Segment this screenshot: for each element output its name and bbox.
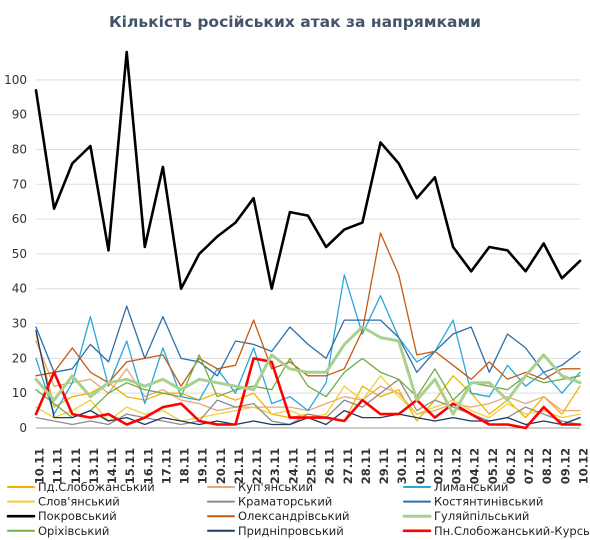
series-line-8 — [34, 325, 582, 416]
grid — [36, 79, 580, 429]
series-line-6 — [34, 50, 582, 291]
legend-label: Покровський — [38, 509, 117, 523]
x-tick-label: 24.11 — [286, 448, 300, 484]
legend-label: Гуляйпільський — [434, 509, 529, 523]
x-tick-label: 11.11 — [51, 448, 65, 484]
legend-label: Куп'янський — [238, 480, 313, 494]
y-tick-label: 80 — [12, 142, 27, 156]
x-tick-label: 09.12 — [558, 448, 572, 484]
x-tick-label: 27.11 — [341, 448, 355, 484]
x-tick-label: 16.11 — [141, 448, 155, 484]
x-tick-label: 18.11 — [178, 448, 192, 484]
series-line-2 — [35, 274, 581, 415]
legend-item: Оріхівський — [7, 524, 109, 538]
x-tick-label: 05.12 — [486, 448, 500, 484]
y-tick-label: 40 — [12, 282, 27, 296]
legend-item: Лиманський — [403, 480, 508, 494]
series-line-5 — [35, 305, 581, 377]
series-line-7 — [35, 232, 581, 387]
legend-item: Олександрівський — [207, 509, 350, 523]
x-tick-label: 23.11 — [268, 448, 282, 484]
legend-label: Слов'янський — [38, 495, 120, 509]
series-line-9 — [35, 354, 581, 419]
x-tick-label: 25.11 — [305, 448, 319, 484]
x-tick-label: 26.11 — [323, 448, 337, 484]
legend-item: Придніпровський — [207, 524, 344, 538]
x-tick-label: 19.11 — [196, 448, 210, 484]
series-lines — [34, 50, 582, 430]
x-tick-label: 12.11 — [69, 448, 83, 484]
legend-label: Олександрівський — [238, 509, 350, 523]
legend: Пд.Слобожанський Куп'янський Лиманський Сло… — [6, 480, 590, 538]
x-tick-label: 02.12 — [431, 448, 445, 484]
y-tick-label: 90 — [12, 108, 27, 122]
x-tick-label: 30.11 — [395, 448, 409, 484]
legend-item: Покровський — [6, 509, 117, 523]
x-tick-label: 01.12 — [413, 448, 427, 484]
legend-item: Костянтинівський — [403, 495, 543, 509]
x-tick-label: 22.11 — [250, 448, 264, 484]
legend-label: Краматорський — [238, 495, 332, 509]
x-tick-label: 14.11 — [105, 448, 119, 484]
y-tick-label: 100 — [4, 73, 27, 87]
x-tick-label: 21.11 — [232, 448, 246, 484]
chart-title: Кількість російських атак за напрямками — [109, 13, 481, 31]
x-tick-label: 13.11 — [87, 448, 101, 484]
legend-item: Краматорський — [207, 495, 332, 509]
legend-item: Пн.Слобожанський-Курський — [402, 524, 590, 538]
legend-label: Пд.Слобожанський — [38, 480, 155, 494]
legend-label: Пн.Слобожанський-Курський — [434, 524, 590, 538]
legend-label: Костянтинівський — [434, 495, 543, 509]
legend-label: Придніпровський — [238, 524, 344, 538]
x-tick-label: 07.12 — [522, 448, 536, 484]
x-tick-label: 06.12 — [504, 448, 518, 484]
x-tick-label: 29.11 — [377, 448, 391, 484]
x-tick-label: 15.11 — [123, 448, 137, 484]
x-tick-label: 20.11 — [214, 448, 228, 484]
series-line-11 — [34, 357, 582, 430]
x-tick-label: 10.11 — [33, 448, 47, 484]
y-tick-label: 20 — [12, 351, 27, 365]
y-tick-label: 10 — [12, 386, 27, 400]
legend-item: Гуляйпільський — [402, 509, 529, 523]
x-tick-label: 28.11 — [359, 448, 373, 484]
legend-item: Куп'янський — [207, 480, 313, 494]
legend-item: Слов'янський — [7, 495, 120, 509]
y-tick-label: 70 — [12, 177, 27, 191]
x-tick-label: 08.12 — [540, 448, 554, 484]
y-tick-label: 0 — [19, 421, 27, 435]
y-tick-label: 60 — [12, 212, 27, 226]
x-tick-label: 10.12 — [577, 448, 590, 484]
legend-item: Пд.Слобожанський — [7, 480, 155, 494]
x-tick-label: 03.12 — [450, 448, 464, 484]
legend-label: Лиманський — [434, 480, 508, 494]
x-tick-label: 04.12 — [468, 448, 482, 484]
y-tick-label: 50 — [12, 247, 27, 261]
y-tick-label: 30 — [12, 317, 27, 331]
axes: 0 10 20 30 40 50 60 70 80 90 100 10.11 11.11 12.11 13.… — [4, 73, 590, 484]
legend-label: Оріхівський — [38, 524, 109, 538]
x-tick-label: 17.11 — [159, 448, 173, 484]
